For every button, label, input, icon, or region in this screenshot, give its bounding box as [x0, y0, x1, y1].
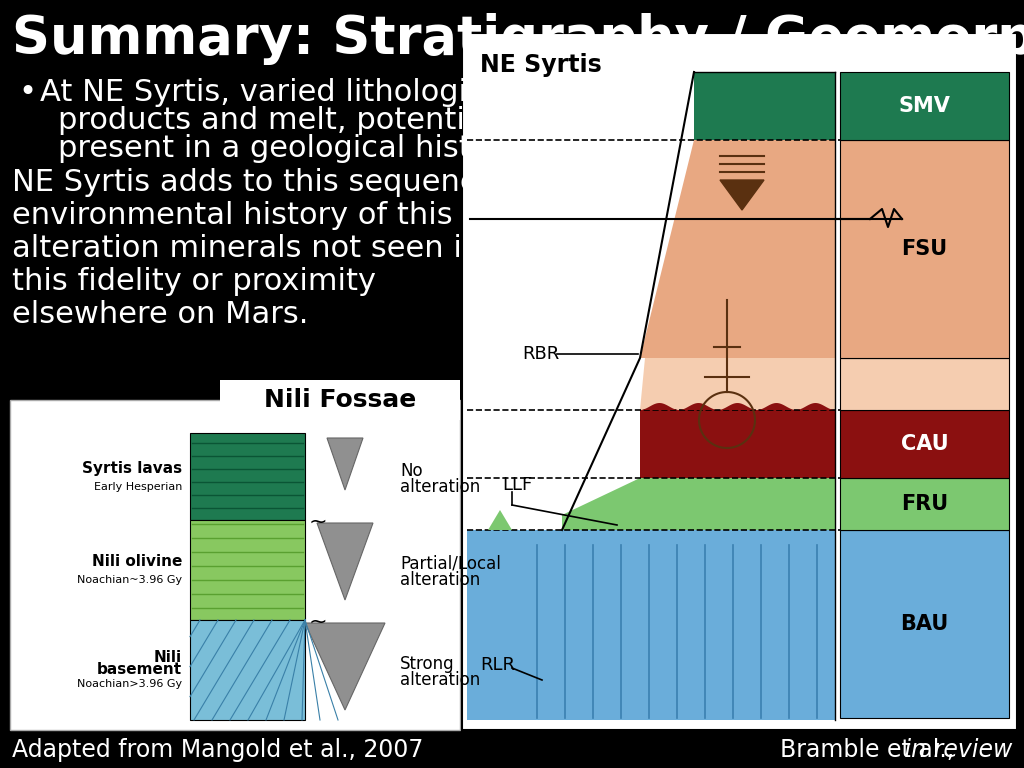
Text: ~: ~ — [309, 512, 328, 532]
Bar — [190, 620, 305, 720]
Text: Partial/Local: Partial/Local — [400, 555, 501, 573]
Bar — [840, 140, 1009, 358]
Text: alteration: alteration — [400, 671, 480, 689]
Polygon shape — [640, 140, 835, 358]
Text: FRU: FRU — [901, 494, 948, 514]
Polygon shape — [640, 358, 835, 410]
Text: Noachian~3.96 Gy: Noachian~3.96 Gy — [77, 575, 182, 585]
Bar — [840, 72, 1009, 140]
Text: NE Syrtis adds to this sequence by exposing the diverse: NE Syrtis adds to this sequence by expos… — [12, 168, 870, 197]
Bar — [190, 520, 305, 620]
Text: this fidelity or proximity: this fidelity or proximity — [12, 267, 376, 296]
Text: Summary: Stratigraphy / Geomorphology: Summary: Stratigraphy / Geomorphology — [12, 13, 1024, 65]
Bar — [467, 530, 835, 720]
Text: in review: in review — [897, 738, 1012, 762]
Text: Syrtis lavas: Syrtis lavas — [82, 461, 182, 476]
Bar — [190, 433, 305, 520]
Polygon shape — [317, 523, 373, 600]
Polygon shape — [488, 510, 512, 530]
Text: SMV: SMV — [899, 96, 950, 116]
Text: Nili olivine: Nili olivine — [91, 554, 182, 570]
Text: Adapted from Mangold et al., 2007: Adapted from Mangold et al., 2007 — [12, 738, 423, 762]
Text: products and melt, potential primitive crust, and more are: products and melt, potential primitive c… — [58, 106, 949, 135]
Text: basement: basement — [97, 663, 182, 677]
Text: Nili: Nili — [154, 650, 182, 666]
Text: alteration minerals not seen in: alteration minerals not seen in — [12, 234, 481, 263]
Text: CAU: CAU — [901, 434, 948, 454]
Text: ~: ~ — [309, 612, 328, 632]
Text: alteration: alteration — [400, 571, 480, 589]
Text: RBR: RBR — [522, 345, 559, 363]
Text: •: • — [18, 78, 36, 107]
Polygon shape — [694, 72, 835, 140]
Bar — [10, 400, 460, 730]
Bar — [840, 410, 1009, 478]
Text: Bramble et al.,: Bramble et al., — [780, 738, 954, 762]
Bar — [840, 358, 1009, 410]
Text: Early Hesperian: Early Hesperian — [93, 482, 182, 492]
Bar — [462, 33, 1017, 730]
Text: BAU: BAU — [900, 614, 948, 634]
Polygon shape — [305, 623, 385, 710]
Text: LLF: LLF — [502, 476, 532, 494]
Text: elsewhere on Mars.: elsewhere on Mars. — [12, 300, 308, 329]
Text: RLR: RLR — [480, 656, 515, 674]
Polygon shape — [720, 180, 764, 210]
Polygon shape — [640, 410, 835, 478]
Polygon shape — [327, 438, 362, 490]
Text: At NE Syrtis, varied lithologies including volcanics, impact: At NE Syrtis, varied lithologies includi… — [40, 78, 926, 107]
Text: FSU: FSU — [901, 239, 947, 259]
Bar — [840, 478, 1009, 530]
Text: Nili Fossae: Nili Fossae — [264, 388, 416, 412]
Text: alteration: alteration — [400, 478, 480, 495]
Text: environmental history of this region through the presence of: environmental history of this region thr… — [12, 201, 937, 230]
Bar — [840, 530, 1009, 718]
Text: NE Syrtis: NE Syrtis — [480, 53, 602, 77]
Text: Strong: Strong — [400, 655, 455, 673]
Polygon shape — [562, 478, 835, 530]
Text: present in a geological history spanning >250 Myr: present in a geological history spanning… — [58, 134, 829, 163]
Text: Noachian>3.96 Gy: Noachian>3.96 Gy — [77, 679, 182, 689]
Text: No: No — [400, 462, 423, 479]
Bar — [220, 380, 460, 420]
